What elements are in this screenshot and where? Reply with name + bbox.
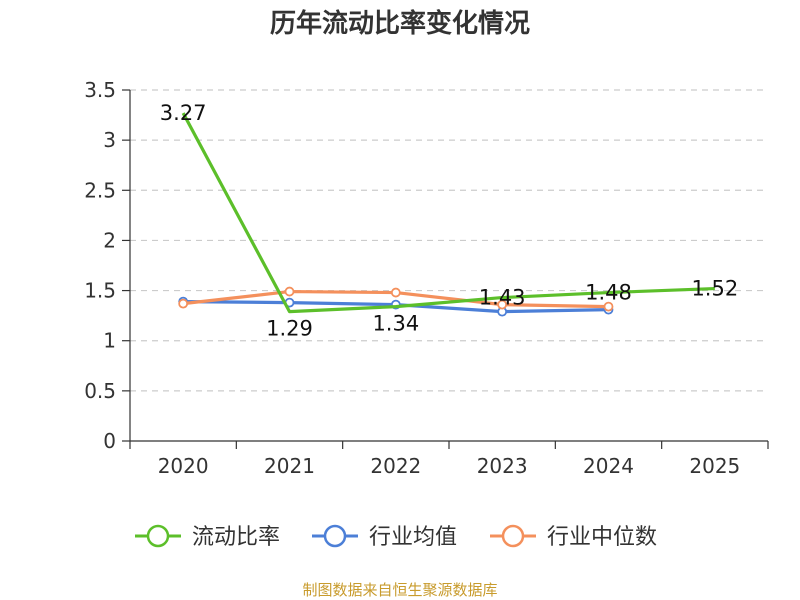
y-tick-label: 1.5 (84, 279, 116, 303)
legend[interactable]: 流动比率 行业均值 行业中位数 (135, 524, 657, 550)
y-tick-label: 0.5 (84, 379, 116, 403)
data-point (497, 299, 508, 310)
legend-label: 行业均值 (369, 525, 457, 550)
x-tick-label: 2021 (264, 454, 315, 478)
data-point (603, 301, 614, 312)
legend-item[interactable]: 行业中位数 (490, 524, 657, 550)
data-point (390, 287, 401, 298)
chart-title: 历年流动比率变化情况 (270, 8, 530, 39)
data-label: 1.43 (479, 286, 526, 310)
grid-lines (130, 89, 768, 392)
y-tick-label: 2.5 (84, 178, 116, 202)
data-label: 1.52 (691, 277, 738, 301)
y-tick-label: 0 (103, 429, 116, 453)
data-label: 3.27 (160, 101, 207, 125)
data-labels: 3.27 1.29 1.34 1.43 1.48 1.52 (160, 101, 738, 341)
x-tick-label: 2023 (477, 454, 528, 478)
x-tick-label: 2022 (370, 454, 421, 478)
x-tick-label: 2020 (158, 454, 209, 478)
x-tick-label: 2024 (583, 454, 634, 478)
data-point (284, 286, 295, 297)
legend-marker-icon (323, 524, 347, 548)
data-label: 1.48 (585, 281, 632, 305)
source-note: 制图数据来自恒生聚源数据库 (302, 581, 497, 599)
data-label: 1.29 (266, 317, 313, 341)
legend-label: 流动比率 (192, 525, 280, 550)
y-tick-label: 3 (103, 128, 116, 152)
y-tick-label: 1 (103, 329, 116, 353)
legend-label: 行业中位数 (547, 525, 657, 550)
legend-marker-icon (146, 524, 170, 548)
y-tick-label: 3.5 (84, 78, 116, 102)
series-lines (178, 112, 715, 317)
series-line (181, 112, 715, 314)
legend-item[interactable]: 流动比率 (135, 524, 280, 550)
x-tick-label: 2025 (689, 454, 740, 478)
legend-item[interactable]: 行业均值 (312, 524, 457, 550)
data-label: 1.34 (372, 312, 419, 336)
data-point (178, 298, 189, 309)
y-tick-label: 2 (103, 228, 116, 252)
legend-marker-icon (501, 524, 525, 548)
